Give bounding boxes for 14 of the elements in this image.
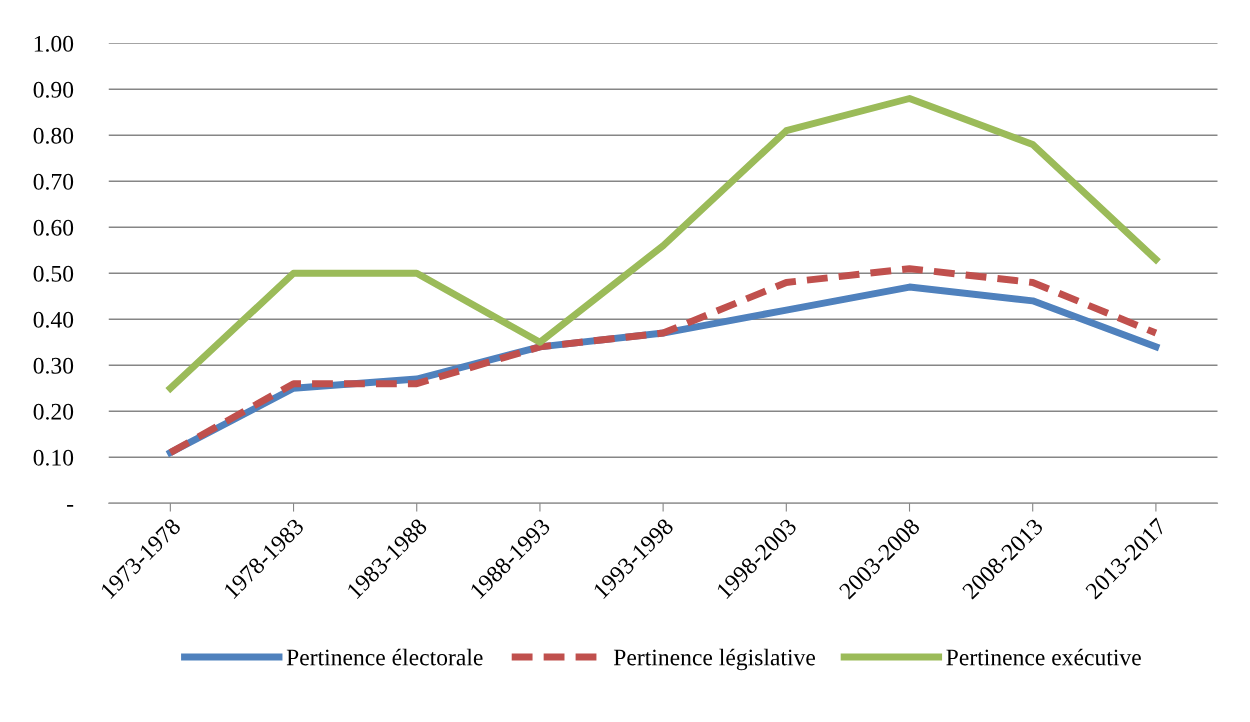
y-tick-label: -	[67, 504, 74, 507]
y-tick-label: 0.90	[33, 81, 74, 98]
legend-label: Pertinence exécutive	[946, 648, 1141, 666]
legend-label: Pertinence législative	[613, 648, 816, 671]
y-tick-label: 0.10	[33, 449, 74, 466]
y-tick-label: 0.40	[33, 311, 74, 328]
y-tick-label: 0.70	[33, 173, 74, 190]
y-tick-label: 0.30	[33, 357, 74, 374]
y-tick-label: 1.00	[34, 35, 74, 52]
y-tick-label: 0.50	[33, 265, 74, 282]
legend-label: Pertinence électorale	[286, 648, 483, 666]
y-tick-label: 0.60	[33, 219, 74, 236]
y-tick-label: 0.80	[33, 127, 74, 144]
y-tick-label: 0.20	[33, 403, 74, 420]
